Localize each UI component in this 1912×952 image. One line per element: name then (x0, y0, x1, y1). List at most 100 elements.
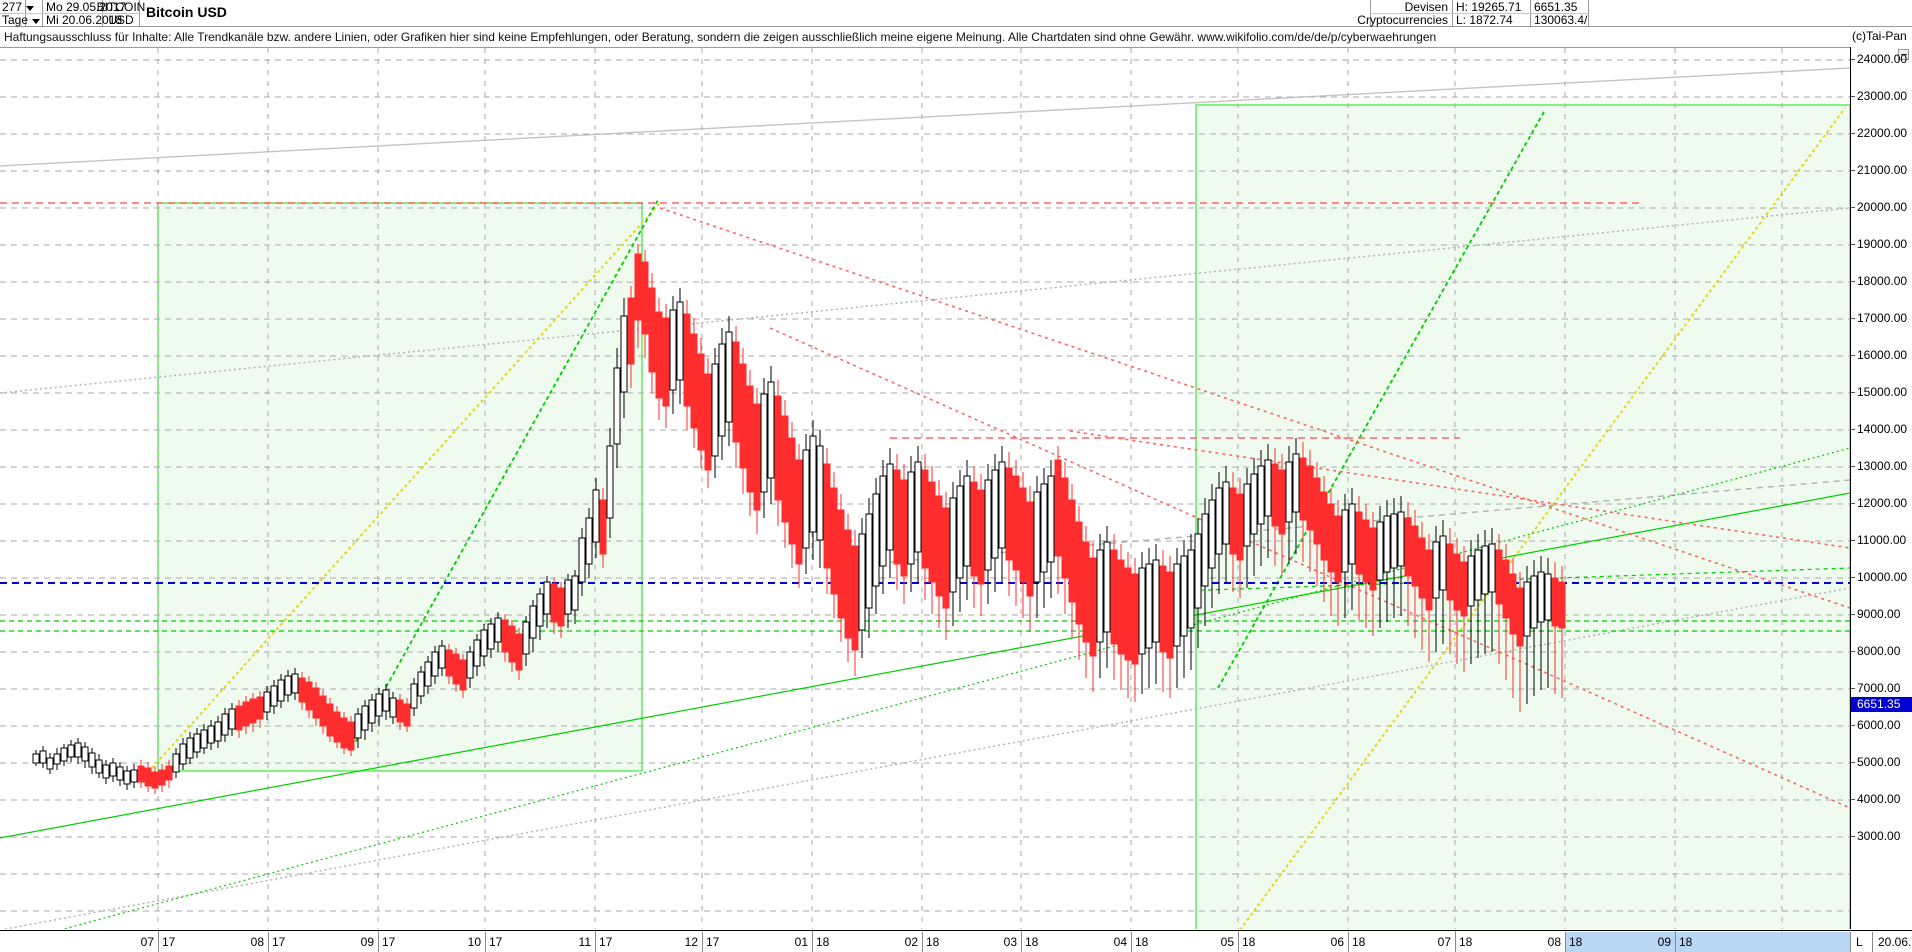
price-axis-label: 20000.00 (1857, 200, 1908, 214)
future-period-band (1565, 932, 1850, 952)
time-divider (1021, 932, 1022, 952)
price-tick (1851, 96, 1855, 97)
horizontal-gridlines (0, 59, 1850, 912)
time-month-label: 11 (578, 935, 591, 949)
time-divider (485, 932, 486, 952)
bull-zone-2018 (1195, 104, 1850, 929)
chevron-down-icon (32, 19, 41, 24)
price-axis-label: 23000.00 (1857, 89, 1908, 103)
time-month-label: 08 (1547, 935, 1561, 949)
interval-value: Tage (2, 13, 29, 27)
price-tick (1851, 577, 1855, 578)
price-axis-label: 7000.00 (1857, 681, 1901, 695)
time-month-label: 01 (794, 935, 808, 949)
price-axis-label: 8000.00 (1857, 644, 1901, 658)
price-axis-label: 19000.00 (1857, 237, 1908, 251)
time-year-label: 17 (489, 935, 503, 949)
symbol-label: BITCOIN (96, 0, 146, 14)
chart-plot-area[interactable] (0, 47, 1850, 929)
axis-minimize-icon[interactable] (1898, 49, 1909, 60)
price-axis-label: 16000.00 (1857, 348, 1908, 362)
time-divider (1455, 932, 1456, 952)
time-year-label: 17 (382, 935, 396, 949)
bars-count-value: 277 (2, 0, 23, 14)
time-month-label: 04 (1113, 935, 1127, 949)
time-divider (702, 932, 703, 952)
time-year-label: 17 (272, 935, 286, 949)
price-tick (1851, 429, 1855, 430)
header-divider-8 (1588, 0, 1589, 27)
time-month-label: 03 (1003, 935, 1017, 949)
price-tick (1851, 762, 1855, 763)
date-to-field[interactable]: Mi 20.06.2018 (46, 13, 123, 27)
price-axis-label: 15000.00 (1857, 385, 1908, 399)
price-tick (1851, 392, 1855, 393)
time-divider (1131, 932, 1132, 952)
time-divider (595, 932, 596, 952)
price-tick (1851, 799, 1855, 800)
time-year-label: 18 (1459, 935, 1473, 949)
chevron-down-icon (26, 6, 35, 11)
green-support-lines (0, 447, 1850, 929)
time-year-label: 18 (1569, 935, 1583, 949)
bars-count-dropdown[interactable]: 277 (2, 1, 42, 14)
candlestick-series (32, 244, 1566, 794)
header-divider-4 (139, 0, 140, 27)
time-divider (378, 932, 379, 952)
interval-dropdown[interactable]: Tage (2, 14, 42, 27)
yellow-trend-lines (151, 107, 1846, 929)
price-tick (1851, 355, 1855, 356)
time-month-label: 07 (140, 935, 154, 949)
price-axis-label: 13000.00 (1857, 459, 1908, 473)
copyright-label: (c)Tai-Pan (1852, 29, 1907, 43)
axis-mode-indicator[interactable]: L (1850, 932, 1872, 952)
price-axis-label: 3000.00 (1857, 829, 1901, 843)
time-year-label: 18 (1025, 935, 1039, 949)
price-tick (1851, 59, 1855, 60)
header-row-divider-left (0, 13, 139, 14)
time-month-label: 12 (684, 935, 698, 949)
market-category-label: Devisen (1404, 0, 1448, 14)
time-divider (1675, 932, 1676, 952)
time-month-label: 08 (250, 935, 264, 949)
time-year-label: 17 (706, 935, 720, 949)
price-axis-label: 5000.00 (1857, 755, 1901, 769)
time-divider (1565, 932, 1566, 952)
price-tick (1851, 688, 1855, 689)
time-year-label: 17 (599, 935, 613, 949)
time-month-label: 02 (904, 935, 918, 949)
price-axis-label: 18000.00 (1857, 274, 1908, 288)
current-price-marker: 6651.35 (1851, 697, 1912, 712)
price-axis-label: 22000.00 (1857, 126, 1908, 140)
price-axis-label: 11000.00 (1857, 533, 1907, 547)
date-from-field[interactable]: Mo 29.05.2017 (46, 0, 127, 14)
header-row-divider-right (1370, 13, 1588, 14)
price-tick (1851, 170, 1855, 171)
price-axis[interactable]: 24000.00 23000.00 22000.00 21000.00 2000… (1850, 47, 1912, 929)
price-axis-label: 12000.00 (1857, 496, 1908, 510)
time-year-label: 18 (1352, 935, 1366, 949)
chart-header-bar: 277 Tage Mo 29.05.2017 Mi 20.06.2018 BIT… (0, 0, 1912, 27)
price-plot (0, 48, 1850, 929)
volume-label: 130063.4/ (1534, 13, 1588, 27)
bull-zone-2017 (157, 202, 643, 772)
price-tick (1851, 836, 1855, 837)
price-tick (1851, 503, 1855, 504)
time-divider (922, 932, 923, 952)
disclaimer-text: Haftungsausschluss für Inhalte: Alle Tre… (4, 30, 1437, 44)
time-year-label: 17 (162, 935, 176, 949)
time-year-label: 18 (1135, 935, 1149, 949)
page-title: Bitcoin USD (146, 4, 227, 20)
price-axis-label: 17000.00 (1857, 311, 1908, 325)
price-tick (1851, 133, 1855, 134)
time-divider (268, 932, 269, 952)
time-year-label: 18 (1242, 935, 1256, 949)
time-year-label: 18 (816, 935, 830, 949)
last-price-label: 6651.35 (1534, 0, 1578, 14)
price-tick (1851, 725, 1855, 726)
green-trend-lines (351, 109, 1546, 749)
period-low-label: L: 1872.74 (1456, 13, 1513, 27)
price-tick (1851, 244, 1855, 245)
time-axis[interactable]: 07 17 08 17 09 17 10 17 11 17 12 17 01 1… (0, 930, 1912, 952)
